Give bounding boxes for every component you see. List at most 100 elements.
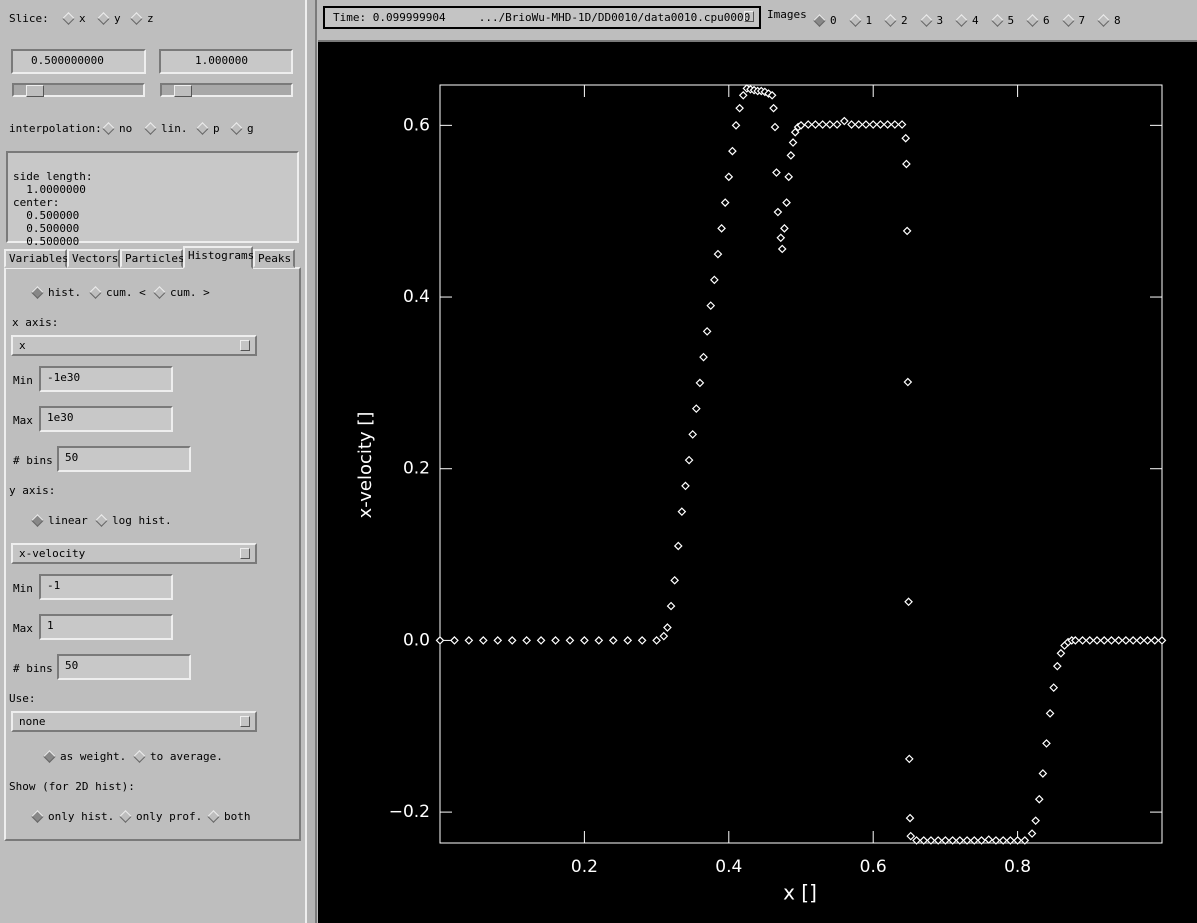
text-field[interactable]: 1e30 bbox=[39, 406, 173, 432]
data-point bbox=[839, 116, 849, 126]
radio-label: 6 bbox=[1043, 14, 1050, 27]
data-point bbox=[724, 172, 734, 182]
data-point bbox=[435, 636, 445, 645]
data-point bbox=[652, 636, 661, 645]
label: # bins bbox=[13, 454, 53, 467]
radio[interactable]: log hist. bbox=[95, 514, 172, 527]
data-point bbox=[962, 836, 972, 845]
data-point bbox=[1027, 829, 1037, 838]
data-point bbox=[1031, 816, 1040, 826]
dropdown[interactable]: none bbox=[11, 711, 257, 732]
data-point bbox=[868, 120, 878, 129]
text-field[interactable]: 1.000000 bbox=[159, 49, 293, 74]
radio-label: log hist. bbox=[112, 514, 172, 527]
radio[interactable]: cum. < bbox=[89, 286, 146, 299]
info-line: 0.500000 bbox=[13, 209, 80, 222]
data-point bbox=[897, 120, 907, 129]
data-point bbox=[1052, 661, 1062, 671]
text-field[interactable]: 1 bbox=[39, 614, 173, 640]
divider bbox=[305, 0, 317, 923]
radio[interactable]: 2 bbox=[884, 14, 908, 27]
data-point bbox=[1107, 636, 1116, 645]
dropdown[interactable]: x bbox=[11, 335, 257, 356]
radio[interactable]: 5 bbox=[990, 14, 1014, 27]
radio[interactable]: 6 bbox=[1026, 14, 1050, 27]
tab[interactable]: Particles bbox=[120, 249, 185, 268]
label: Use: bbox=[9, 692, 36, 705]
text-field[interactable]: 50 bbox=[57, 654, 191, 680]
data-point bbox=[659, 631, 669, 641]
slider[interactable] bbox=[160, 83, 293, 97]
tab[interactable]: Peaks bbox=[253, 249, 295, 268]
text-field[interactable]: 0.500000000 bbox=[11, 49, 146, 74]
radio[interactable]: z bbox=[130, 12, 154, 25]
data-point bbox=[818, 120, 828, 129]
data-point bbox=[702, 327, 712, 336]
data-point bbox=[608, 636, 618, 645]
radio[interactable]: 7 bbox=[1061, 14, 1085, 27]
radio[interactable]: 8 bbox=[1097, 14, 1121, 27]
data-point bbox=[673, 541, 683, 551]
label: # bins bbox=[13, 662, 53, 675]
data-point bbox=[790, 127, 800, 137]
text-field[interactable]: -1 bbox=[39, 574, 173, 600]
slider[interactable] bbox=[12, 83, 145, 97]
data-point bbox=[769, 103, 778, 113]
radio-label: linear bbox=[48, 514, 88, 527]
data-point bbox=[713, 249, 723, 259]
radio[interactable]: p bbox=[196, 122, 220, 135]
radio[interactable]: both bbox=[207, 810, 251, 823]
label: Images bbox=[767, 8, 807, 21]
data-point bbox=[803, 120, 813, 129]
radio[interactable]: cum. > bbox=[153, 286, 210, 299]
radio[interactable]: no bbox=[102, 122, 132, 135]
data-point bbox=[786, 151, 796, 160]
data-point bbox=[464, 636, 474, 645]
radio[interactable]: to average. bbox=[133, 750, 223, 763]
radio[interactable]: hist. bbox=[31, 286, 81, 299]
radio[interactable]: y bbox=[97, 12, 121, 25]
data-point bbox=[905, 813, 915, 823]
radio[interactable]: only hist. bbox=[31, 810, 114, 823]
radio-label: 4 bbox=[972, 14, 979, 27]
file-dropdown[interactable]: Time: 0.099999904 .../BrioWu-MHD-1D/DD00… bbox=[323, 6, 761, 29]
radio[interactable]: 3 bbox=[919, 14, 943, 27]
radio[interactable]: 0 bbox=[813, 14, 837, 27]
data-point bbox=[903, 377, 913, 387]
tab[interactable]: Variables bbox=[4, 249, 69, 268]
y-tick-label: 0.0 bbox=[403, 630, 430, 650]
data-point bbox=[637, 636, 647, 645]
radio[interactable]: 4 bbox=[955, 14, 979, 27]
data-point bbox=[767, 90, 777, 100]
label: Min bbox=[13, 582, 33, 595]
data-point bbox=[536, 636, 546, 645]
tab[interactable]: Vectors bbox=[67, 249, 120, 268]
data-point bbox=[710, 275, 719, 285]
data-point bbox=[1045, 709, 1055, 718]
data-point bbox=[1085, 636, 1095, 645]
radio[interactable]: 1 bbox=[848, 14, 872, 27]
data-point bbox=[717, 224, 726, 233]
data-point bbox=[706, 301, 716, 310]
data-point bbox=[773, 207, 783, 217]
radio-label: z bbox=[147, 12, 154, 25]
data-point bbox=[1157, 636, 1167, 645]
radio[interactable]: g bbox=[230, 122, 254, 135]
radio[interactable]: lin. bbox=[144, 122, 188, 135]
data-point bbox=[594, 636, 604, 645]
text-field[interactable]: 50 bbox=[57, 446, 191, 472]
label: Slice: bbox=[9, 12, 49, 25]
data-point bbox=[998, 836, 1008, 845]
tab[interactable]: Histograms bbox=[183, 246, 254, 269]
data-point bbox=[1150, 636, 1160, 645]
radio[interactable]: as weight. bbox=[43, 750, 126, 763]
radio[interactable]: only prof. bbox=[119, 810, 202, 823]
dropdown[interactable]: x-velocity bbox=[11, 543, 257, 564]
data-point bbox=[919, 836, 929, 845]
radio[interactable]: x bbox=[62, 12, 86, 25]
radio[interactable]: linear bbox=[31, 514, 88, 527]
data-point bbox=[861, 120, 871, 129]
text-field[interactable]: -1e30 bbox=[39, 366, 173, 392]
radio-label: to average. bbox=[150, 750, 223, 763]
data-point bbox=[926, 836, 936, 845]
